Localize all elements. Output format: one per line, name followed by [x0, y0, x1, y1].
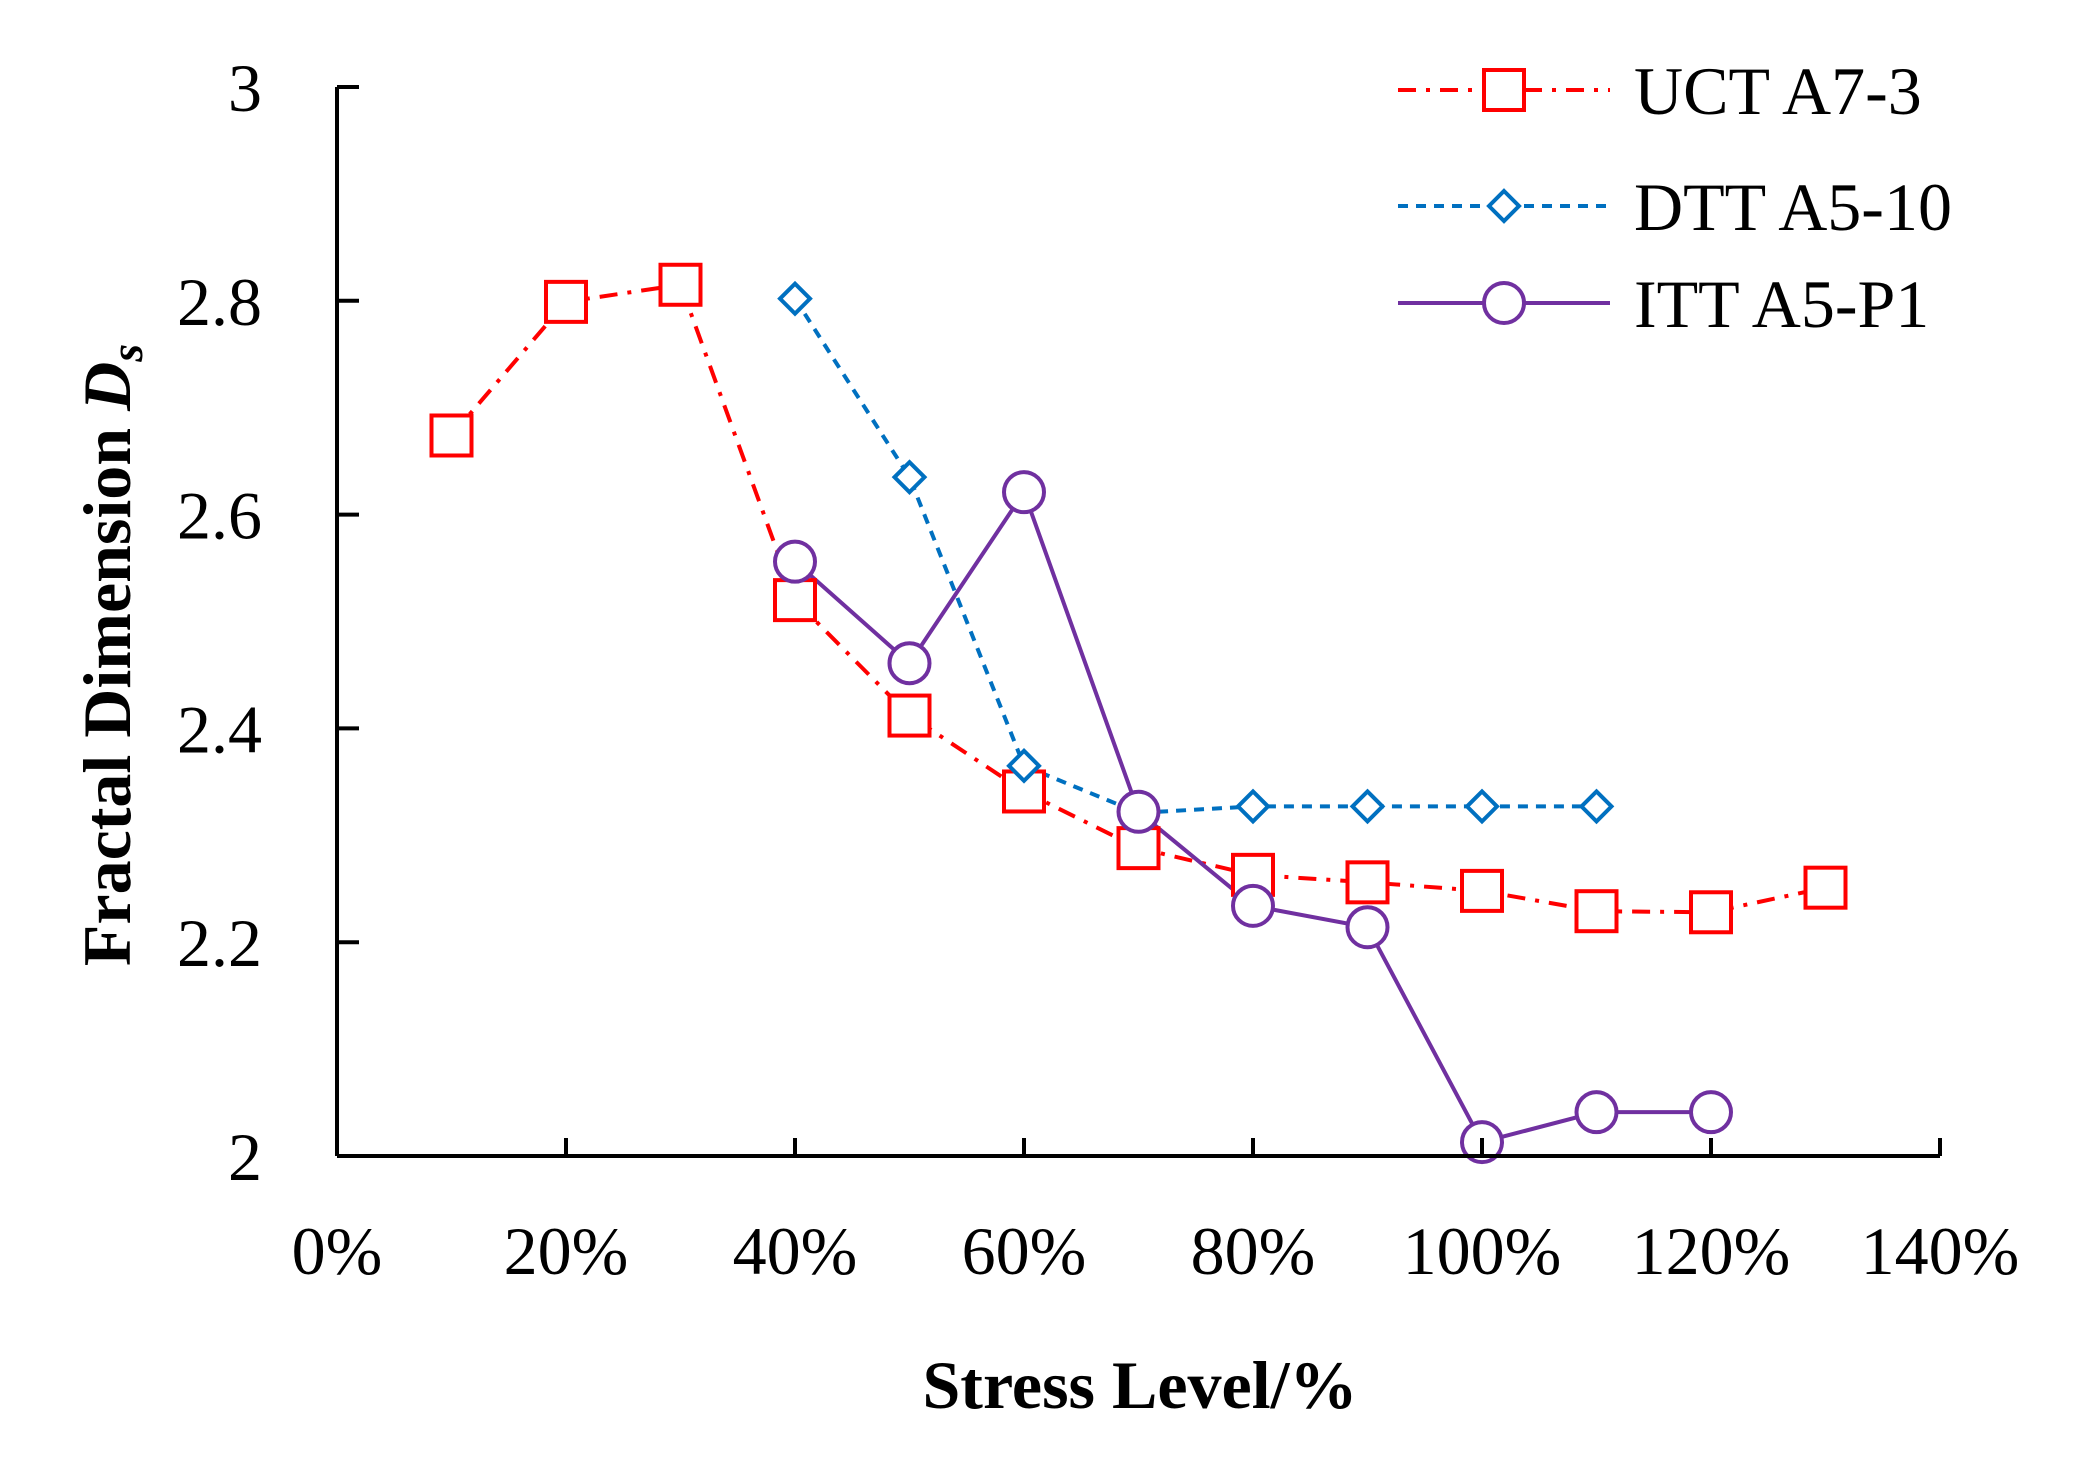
data-point-uct-a7-3 — [1574, 889, 1619, 934]
data-point-dtt-a5-10 — [1235, 788, 1271, 825]
y-axis-title-symbol: D — [69, 362, 145, 412]
x-tick-label: 60% — [962, 1213, 1087, 1289]
series-markers — [429, 262, 1848, 1165]
x-tick-label: 40% — [733, 1213, 858, 1289]
data-point-itt-a5-p1 — [1574, 1090, 1619, 1135]
data-point-uct-a7-3 — [1460, 868, 1504, 913]
y-axis-title-text: Fractal Dimension — [69, 411, 145, 966]
legend-item-dtt-a5-10: DTT A5-10 — [1398, 169, 1952, 245]
y-tick-label: 2.4 — [177, 691, 262, 767]
data-point-uct-a7-3 — [544, 279, 588, 324]
data-point-dtt-a5-10 — [891, 459, 928, 496]
data-point-dtt-a5-10 — [1464, 788, 1500, 825]
data-point-dtt-a5-10 — [1349, 788, 1386, 825]
data-point-itt-a5-p1 — [887, 641, 932, 686]
data-point-itt-a5-p1 — [1345, 905, 1390, 950]
data-point-dtt-a5-10 — [1006, 747, 1042, 784]
legend: UCT A7-3 DTT A5-10 ITT A5-P1 — [1398, 53, 1952, 342]
axes — [335, 87, 1940, 1158]
legend-item-itt-a5-p1: ITT A5-P1 — [1398, 266, 1929, 342]
y-axis-ticks: 2 2.2 2.4 2.6 2.8 3 — [177, 50, 359, 1195]
legend-label-itt-a5-p1: ITT A5-P1 — [1634, 266, 1929, 342]
data-point-uct-a7-3 — [773, 578, 817, 623]
data-point-uct-a7-3 — [1803, 865, 1848, 910]
x-tick-label: 140% — [1861, 1213, 2020, 1289]
data-point-uct-a7-3 — [1116, 826, 1161, 871]
legend-marker-dtt-a5-10 — [1486, 188, 1522, 224]
data-point-dtt-a5-10 — [777, 280, 813, 317]
y-tick-label: 3 — [228, 50, 262, 126]
legend-label-uct-a7-3: UCT A7-3 — [1634, 53, 1922, 129]
data-point-uct-a7-3 — [887, 693, 932, 738]
legend-marker-itt-a5-p1 — [1482, 281, 1526, 325]
data-point-uct-a7-3 — [658, 262, 703, 307]
series-lines — [449, 282, 1826, 1145]
series-line-dtt-a5-10 — [793, 297, 1597, 815]
data-point-itt-a5-p1 — [773, 539, 817, 584]
x-tick-label: 100% — [1403, 1213, 1562, 1289]
y-tick-label: 2.2 — [177, 905, 262, 981]
y-tick-label: 2 — [228, 1119, 262, 1195]
x-tick-label: 80% — [1191, 1213, 1316, 1289]
data-point-itt-a5-p1 — [1002, 470, 1046, 515]
data-point-itt-a5-p1 — [1689, 1090, 1733, 1135]
x-axis-ticks: 0% 20% 40% 60% 80% 100% 120% 140% — [292, 1138, 2020, 1289]
y-axis-title-subscript: s — [101, 344, 152, 363]
data-point-uct-a7-3 — [1689, 890, 1733, 935]
legend-marker-uct-a7-3 — [1482, 68, 1526, 112]
data-point-itt-a5-p1 — [1116, 789, 1161, 834]
x-tick-label: 20% — [504, 1213, 629, 1289]
data-point-dtt-a5-10 — [1578, 788, 1615, 825]
y-tick-label: 2.6 — [177, 478, 262, 554]
data-point-itt-a5-p1 — [1231, 883, 1275, 928]
legend-label-dtt-a5-10: DTT A5-10 — [1634, 169, 1952, 245]
x-tick-label: 0% — [292, 1213, 383, 1289]
x-axis-title: Stress Level/% — [922, 1347, 1357, 1423]
data-point-uct-a7-3 — [1345, 860, 1390, 905]
data-point-uct-a7-3 — [429, 413, 474, 458]
y-tick-label: 2.8 — [177, 264, 262, 340]
x-tick-label: 120% — [1632, 1213, 1791, 1289]
y-axis-title: Fractal Dimension Ds — [69, 344, 152, 966]
legend-item-uct-a7-3: UCT A7-3 — [1398, 53, 1922, 129]
